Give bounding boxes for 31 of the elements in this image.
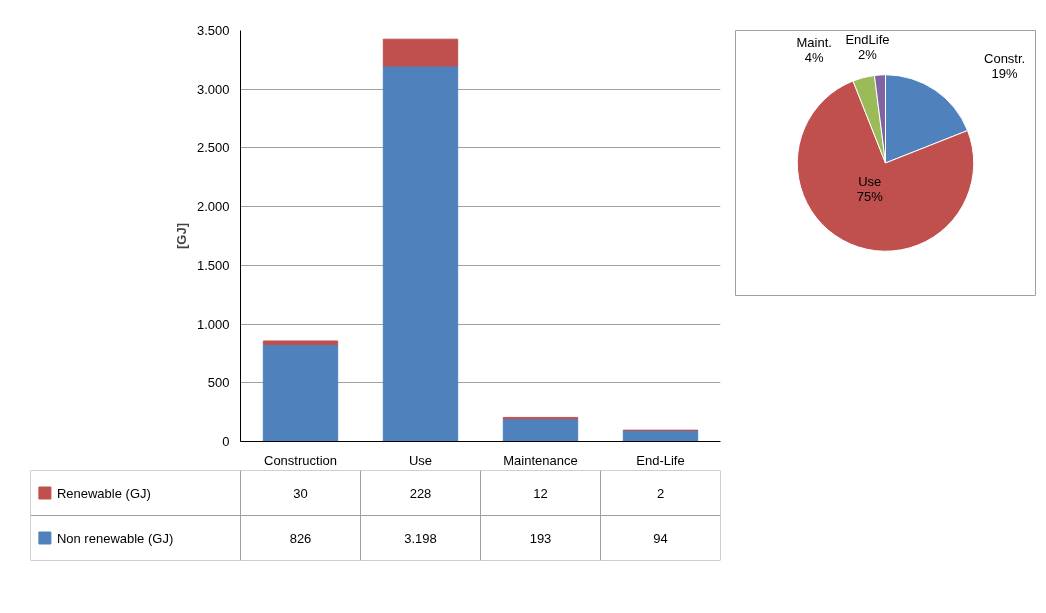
y-tick-label: 3.500 [196, 23, 230, 38]
y-tick-label: 500 [207, 375, 230, 391]
data-label: 3.198 [404, 530, 437, 546]
y-tick-label: 2.000 [196, 199, 230, 215]
slice-label: Maint. [796, 35, 832, 51]
slice-label: Constr. [984, 50, 1026, 66]
data-label: 4% [804, 50, 825, 66]
y-tick-label: 3.000 [196, 81, 230, 97]
data-label: 75% [856, 188, 884, 204]
slice-label: EndLife [845, 32, 890, 48]
y-axis-title: [GJ] [173, 223, 189, 249]
slice-label: Use [858, 173, 882, 189]
x-tick-label: End-Life [636, 452, 685, 468]
y-tick-label: 0 [222, 434, 230, 449]
x-tick-label: Construction [264, 452, 337, 468]
data-label: 2 [656, 485, 665, 501]
y-tick-label: 1.500 [196, 257, 230, 273]
y-tick-label: 2.500 [196, 140, 230, 156]
data-label: 2% [858, 47, 878, 63]
data-label: 193 [529, 530, 552, 546]
legend-label: Non renewable (GJ) [56, 530, 174, 546]
x-tick-label: Use [408, 452, 433, 468]
data-label: 12 [533, 485, 548, 501]
legend-label: Renewable (GJ) [56, 485, 151, 501]
data-label: 94 [653, 530, 668, 546]
data-label: 30 [293, 485, 308, 501]
y-tick-label: 1.000 [196, 316, 230, 332]
data-label: 19% [991, 65, 1019, 81]
x-tick-label: Maintenance [503, 452, 578, 468]
data-label: 826 [289, 530, 312, 546]
data-label: 228 [409, 485, 432, 501]
